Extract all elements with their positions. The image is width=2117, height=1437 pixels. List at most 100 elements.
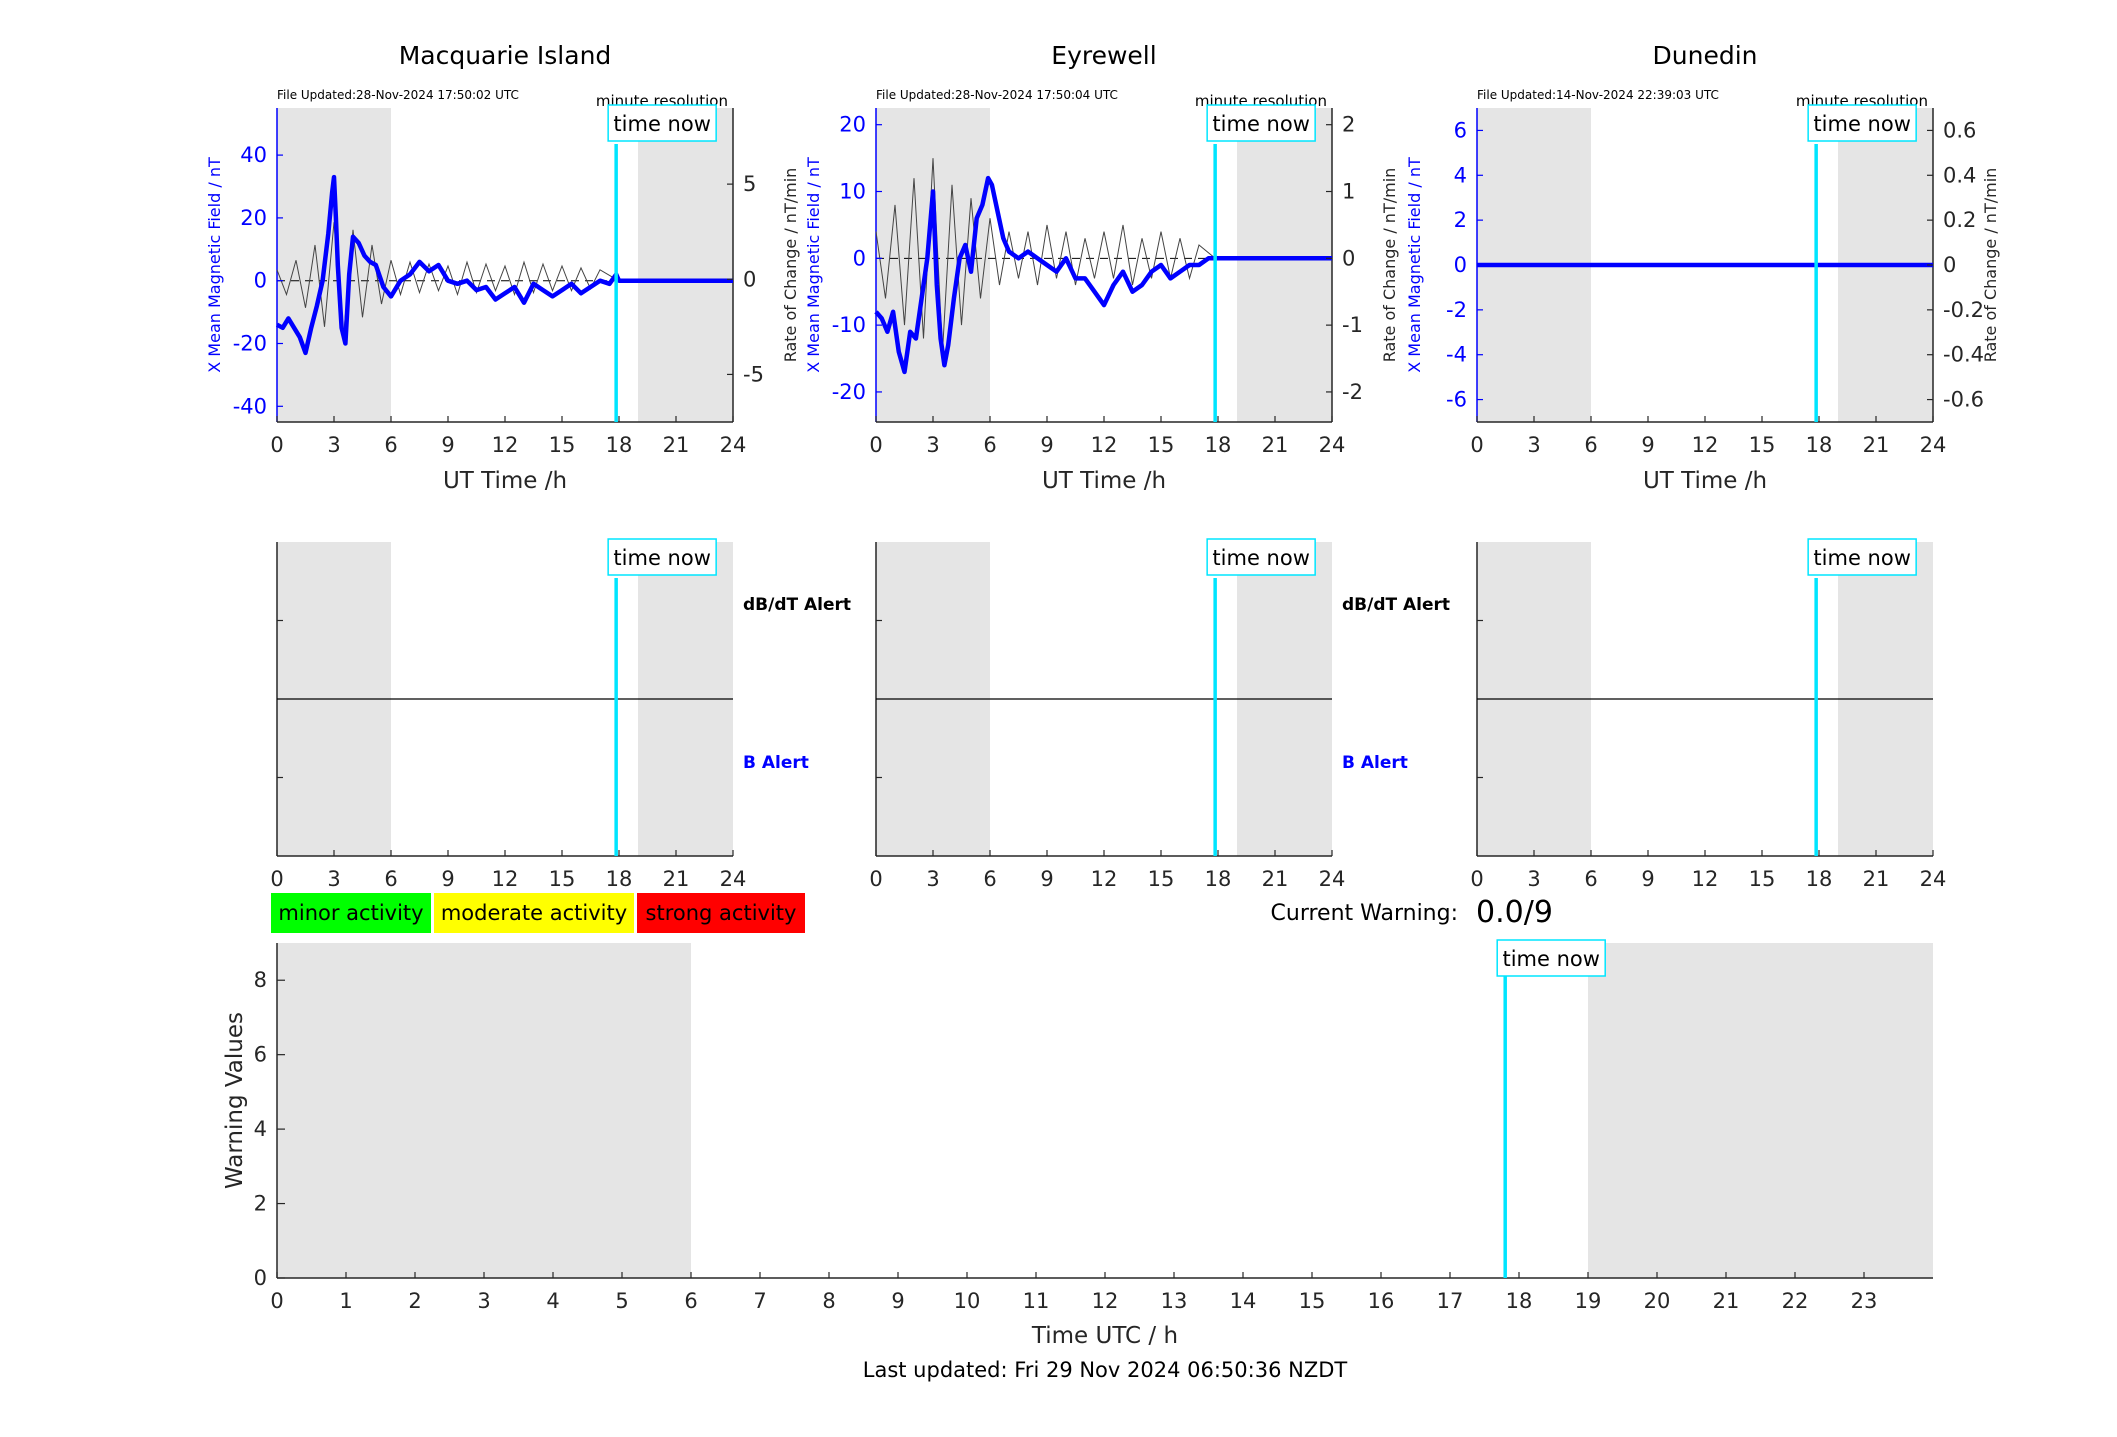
y2-tick-label: 2 (1342, 113, 1355, 137)
x-tick-label: 15 (549, 867, 576, 891)
x-axis-label: UT Time /h (443, 468, 567, 494)
y-tick-label: 0 (853, 246, 866, 270)
chart-panel-5: 0 3 6 9 12 15 18 21 24 time now (1470, 538, 1947, 891)
time-now-label: time now (1813, 112, 1910, 136)
y-tick-label: 6 (254, 1043, 267, 1067)
y2-tick-label: 0 (1342, 246, 1355, 270)
y-tick-label: 0 (254, 269, 267, 293)
x-tick-label: 0 (1470, 433, 1483, 457)
x-tick-label: 12 (492, 867, 519, 891)
legend-strong-label: strong activity (646, 901, 797, 925)
time-now-box (607, 538, 717, 576)
y-tick-label: 40 (240, 143, 267, 167)
y-tick-label: 4 (254, 1117, 267, 1141)
x-tick-label: 12 (1692, 867, 1719, 891)
x-tick-label: 21 (1262, 867, 1289, 891)
legend-minor-label: minor activity (278, 901, 423, 925)
station-title: Dunedin (1653, 41, 1758, 70)
night-shade-region (1237, 108, 1332, 422)
file-updated-label: File Updated:28-Nov-2024 17:50:04 UTC (876, 88, 1118, 102)
x-tick-label: 3 (926, 867, 939, 891)
x-tick-label: 7 (753, 1289, 766, 1313)
x-tick-label: 9 (441, 433, 454, 457)
x-tick-label: 23 (1851, 1289, 1878, 1313)
x-tick-label: 12 (492, 433, 519, 457)
y-tick-label: -20 (233, 332, 267, 356)
x-tick-label: 0 (270, 1289, 283, 1313)
db-dt-alert-label: dB/dT Alert (743, 595, 851, 615)
x-tick-label: 3 (327, 433, 340, 457)
time-now-box (1496, 939, 1606, 977)
y-tick-label: -2 (1446, 298, 1467, 322)
time-now-box (1206, 538, 1316, 576)
y-tick-label: 6 (1454, 118, 1467, 142)
y2-tick-label: -0.6 (1943, 388, 1984, 412)
x-tick-label: 8 (822, 1289, 835, 1313)
legend-strong-swatch (637, 893, 805, 933)
x-tick-label: 24 (720, 433, 747, 457)
y-tick-label: 0 (1454, 253, 1467, 277)
time-now-box (607, 104, 717, 142)
y2-axis-label: Rate of Change / nT/min (1981, 168, 2000, 363)
x-tick-label: 24 (720, 867, 747, 891)
chart-panel-1: 0 3 6 9 12 15 18 21 24-20-1001020-2-1012Eyrewell… (804, 41, 1399, 494)
x-tick-label: 3 (327, 867, 340, 891)
x-tick-label: 18 (1205, 867, 1232, 891)
x-tick-label: 3 (1527, 867, 1540, 891)
station-title: Macquarie Island (399, 41, 612, 70)
y-tick-label: -4 (1446, 343, 1467, 367)
x-tick-label: 12 (1692, 433, 1719, 457)
y-tick-label: 2 (1454, 208, 1467, 232)
y-tick-label: 20 (240, 206, 267, 230)
chart-panel-6: 0 1 2 3 4 5 6 7 8 9 10 11 12 13 14 15 16 17 18 19 20 21 22 2302… (222, 939, 1933, 1349)
y2-tick-label: -5 (743, 362, 764, 386)
time-now-label: time now (613, 546, 710, 570)
x-tick-label: 6 (1584, 867, 1597, 891)
rate-of-change-line (276, 222, 617, 337)
x-tick-label: 24 (1319, 433, 1346, 457)
x-tick-label: 3 (1527, 433, 1540, 457)
x-tick-label: 9 (1040, 433, 1053, 457)
y-axis-label: Warning Values (222, 1012, 248, 1189)
last-updated: Last updated: Fri 29 Nov 2024 06:50:36 N… (863, 1358, 1348, 1382)
x-tick-label: 6 (983, 433, 996, 457)
x-axis-label: UT Time /h (1643, 468, 1767, 494)
y2-axis-label: Rate of Change / nT/min (781, 168, 800, 363)
x-tick-label: 18 (606, 433, 633, 457)
x-tick-label: 21 (1863, 867, 1890, 891)
x-tick-label: 10 (954, 1289, 981, 1313)
x-tick-label: 4 (546, 1289, 559, 1313)
x-tick-label: 21 (663, 867, 690, 891)
x-tick-label: 24 (1920, 867, 1947, 891)
y2-tick-label: -0.4 (1943, 343, 1984, 367)
x-tick-label: 9 (441, 867, 454, 891)
x-tick-label: 15 (1749, 867, 1776, 891)
y2-tick-label: 0 (1943, 253, 1956, 277)
x-tick-label: 15 (1299, 1289, 1326, 1313)
x-tick-label: 5 (615, 1289, 628, 1313)
x-tick-label: 12 (1091, 867, 1118, 891)
x-tick-label: 24 (1319, 867, 1346, 891)
x-tick-label: 22 (1782, 1289, 1809, 1313)
file-updated-label: File Updated:14-Nov-2024 22:39:03 UTC (1477, 88, 1719, 102)
night-shade-region (277, 943, 691, 1278)
magnetic-field-line (874, 175, 1332, 375)
b-alert-label: B Alert (743, 753, 809, 773)
x-tick-label: 6 (983, 867, 996, 891)
x-tick-label: 13 (1161, 1289, 1188, 1313)
x-tick-label: 0 (270, 433, 283, 457)
x-tick-label: 21 (1262, 433, 1289, 457)
y-axis-label: X Mean Magnetic Field / nT (205, 157, 224, 373)
x-tick-label: 6 (384, 433, 397, 457)
magnetic-field-line (275, 174, 733, 356)
chart-panel-2: 0 3 6 9 12 15 18 21 24-6-4-20246-0.6-0.4-0.200.2… (1405, 41, 2000, 494)
y-axis-label: X Mean Magnetic Field / nT (804, 157, 823, 373)
y-tick-label: 20 (839, 113, 866, 137)
x-tick-label: 15 (1749, 433, 1776, 457)
y2-tick-label: 0 (743, 267, 756, 291)
x-tick-label: 9 (891, 1289, 904, 1313)
y-tick-label: 2 (254, 1192, 267, 1216)
x-tick-label: 0 (1470, 867, 1483, 891)
y-tick-label: -10 (832, 313, 866, 337)
